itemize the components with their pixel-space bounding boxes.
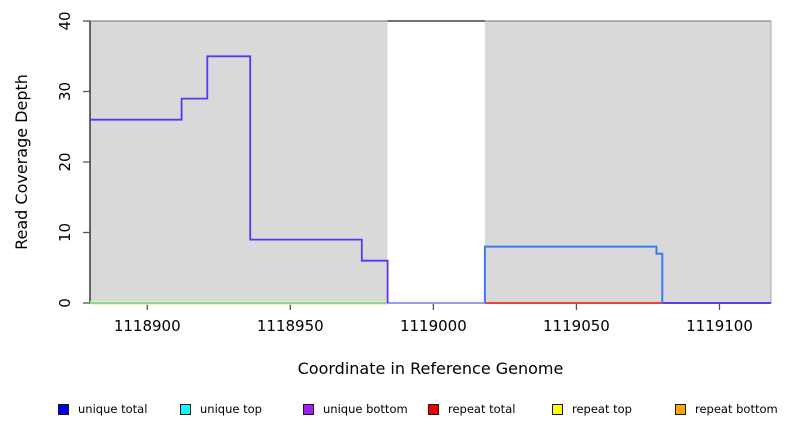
x-tick-label: 1119000: [400, 317, 467, 335]
legend-label: repeat top: [572, 402, 632, 416]
legend-item-unique-bottom: unique bottom: [303, 398, 408, 420]
x-tick-label: 1119050: [543, 317, 610, 335]
series-line-unique-bottom-step: [90, 55, 389, 303]
plot-legend: unique total unique top unique bottom re…: [0, 398, 792, 422]
series-line-unique-top-step: [483, 245, 664, 303]
plot-background-covered-region-left: [90, 21, 388, 303]
legend-item-repeat-top: repeat top: [552, 398, 632, 420]
repeat-top-swatch-icon: [552, 403, 563, 415]
unique-bottom-swatch-icon: [303, 403, 314, 415]
legend-label: repeat bottom: [695, 402, 778, 416]
legend-item-repeat-bottom: repeat bottom: [675, 398, 778, 420]
legend-item-repeat-total: repeat total: [428, 398, 515, 420]
y-tick-label: 20: [56, 152, 74, 171]
legend-label: unique bottom: [323, 402, 408, 416]
repeat-total-swatch-icon: [428, 403, 439, 415]
unique-total-swatch-icon: [58, 403, 69, 415]
y-tick-label: 0: [56, 298, 74, 308]
unique-top-swatch-icon: [180, 403, 191, 415]
plot-background-uncovered-gap: [387, 21, 485, 303]
plot-background-covered-region-right: [484, 21, 771, 303]
legend-label: repeat total: [448, 402, 516, 416]
legend-item-unique-total: unique total: [58, 398, 147, 420]
x-tick-label: 1119100: [686, 317, 753, 335]
legend-label: unique top: [200, 402, 262, 416]
y-tick-label: 40: [56, 11, 74, 30]
x-tick-label: 1118900: [114, 317, 181, 335]
y-tick-label: 30: [56, 82, 74, 101]
y-tick-label: 10: [56, 223, 74, 242]
x-tick-label: 1118950: [257, 317, 324, 335]
legend-item-unique-top: unique top: [180, 398, 262, 420]
repeat-bottom-swatch-icon: [675, 403, 686, 415]
y-axis-label: Read Coverage Depth: [12, 74, 31, 250]
x-axis-label: Coordinate in Reference Genome: [298, 359, 564, 378]
legend-label: unique total: [78, 402, 148, 416]
